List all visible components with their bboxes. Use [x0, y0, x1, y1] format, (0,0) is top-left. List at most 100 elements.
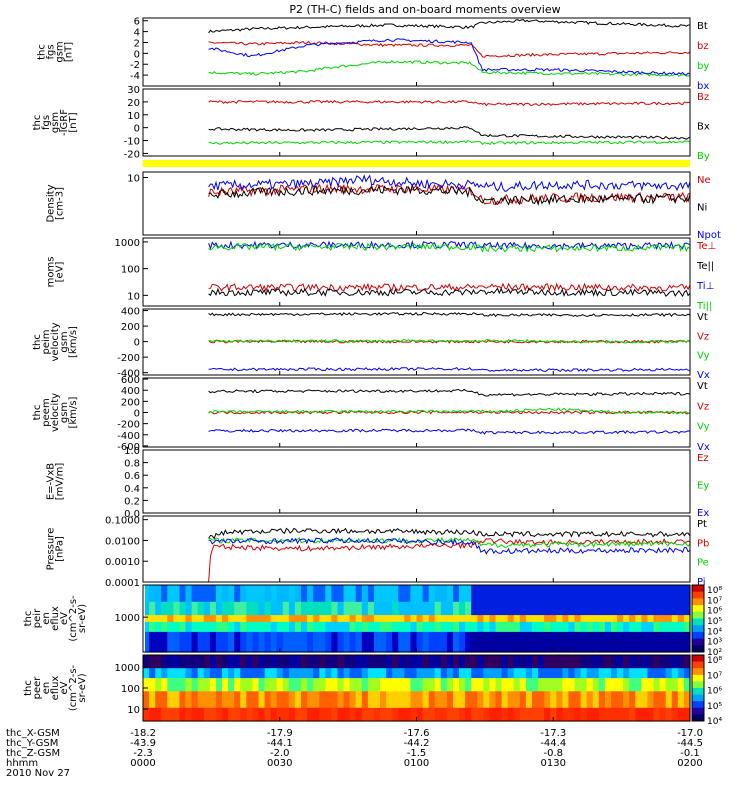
heatmap-cell — [167, 621, 174, 633]
series-line-ni — [208, 183, 691, 207]
y-axis-label-line: thc — [32, 115, 43, 131]
heatmap-cell — [258, 621, 266, 633]
legend-label: Vx — [697, 442, 710, 453]
colorbar-segment — [692, 674, 704, 682]
heatmap-cell — [215, 668, 223, 679]
heatmap-cell — [665, 668, 673, 679]
heatmap-cell — [604, 678, 612, 692]
heatmap-cell — [501, 668, 509, 679]
heatmap-cell — [215, 655, 223, 669]
heatmap-cell — [367, 615, 375, 623]
heatmap-cell — [617, 585, 624, 603]
heatmap-cell — [197, 585, 205, 603]
heatmap-cell — [209, 678, 217, 692]
heatmap-cell — [161, 691, 168, 709]
heatmap-cell — [532, 668, 539, 679]
heatmap-cell — [228, 655, 235, 669]
series-line-vx — [208, 428, 691, 435]
y-tick-label: 0 — [134, 49, 140, 60]
heatmap-cell — [374, 601, 381, 616]
heatmap-cell — [453, 615, 460, 623]
heatmap-cell — [592, 615, 600, 623]
heatmap-cell — [240, 678, 247, 692]
heatmap-cell — [325, 601, 332, 616]
heatmap-cell — [471, 615, 478, 623]
footer-value: -43.9 — [130, 738, 156, 749]
heatmap-cell — [598, 621, 606, 633]
legend-label: Te⊥ — [696, 241, 716, 252]
heatmap-cell — [440, 678, 448, 692]
heatmap-cell — [538, 631, 545, 653]
heatmap-cell — [398, 707, 405, 722]
series-line-vt — [208, 311, 691, 318]
heatmap-cell — [258, 707, 266, 722]
series-line-vy — [208, 338, 691, 344]
heatmap-cell — [459, 678, 466, 692]
heatmap-cell — [228, 621, 235, 633]
heatmap-cell — [617, 615, 624, 623]
heatmap-cell — [611, 585, 618, 603]
heatmap-cell — [185, 621, 193, 633]
heatmap-cell — [276, 615, 284, 623]
heatmap-cell — [282, 655, 290, 669]
heatmap-cell — [580, 691, 588, 709]
heatmap-cell — [544, 585, 551, 603]
heatmap-cell — [477, 615, 484, 623]
heatmap-cell — [665, 655, 673, 669]
heatmap-cell — [507, 621, 515, 633]
heatmap-cell — [519, 668, 527, 679]
heatmap-cell — [459, 691, 466, 709]
heatmap-cell — [203, 691, 211, 709]
y-axis-label: moms[eV] — [46, 257, 66, 288]
heatmap-cell — [677, 585, 685, 603]
heatmap-cell — [410, 631, 418, 653]
colorbar-tick-label: 10⁸ — [707, 586, 722, 596]
heatmap-cell — [416, 691, 424, 709]
heatmap-cell — [167, 601, 174, 616]
heatmap-cell — [240, 631, 247, 653]
heatmap-cell — [258, 668, 266, 679]
heatmap-cell — [501, 678, 509, 692]
heatmap-cell — [288, 615, 296, 623]
y-axis-label-line: gsm — [59, 331, 70, 352]
heatmap-cell — [374, 655, 381, 669]
heatmap-cell — [301, 678, 308, 692]
heatmap-cell — [209, 631, 217, 653]
heatmap-cell — [665, 707, 673, 722]
heatmap-cell — [677, 615, 685, 623]
heatmap-cell — [507, 707, 515, 722]
heatmap-cell — [264, 615, 272, 623]
heatmap-cell — [422, 668, 430, 679]
footer-row-label: thc_Z-GSM — [6, 748, 60, 759]
heatmap-cell — [617, 678, 624, 692]
heatmap-cell — [556, 707, 563, 722]
heatmap-cell — [556, 585, 563, 603]
heatmap-cell — [434, 691, 442, 709]
heatmap-cell — [301, 655, 308, 669]
y-tick-label: 1.0 — [124, 446, 140, 457]
heatmap-cell — [519, 707, 527, 722]
heatmap-cell — [574, 668, 582, 679]
heatmap-cell — [604, 691, 612, 709]
heatmap-cell — [343, 601, 351, 616]
footer-value: -44.2 — [404, 738, 430, 749]
heatmap-cell — [367, 621, 375, 633]
heatmap-cell — [209, 615, 217, 623]
heatmap-cell — [264, 668, 272, 679]
heatmap-cell — [343, 585, 351, 603]
colorbar-frame — [691, 654, 705, 722]
heatmap-cell — [665, 621, 673, 633]
heatmap-cell — [623, 668, 630, 679]
heatmap-cell — [586, 655, 594, 669]
heatmap-cell — [483, 615, 491, 623]
heatmap-cell — [264, 691, 272, 709]
heatmap-cell — [185, 585, 193, 603]
heatmap-cell — [410, 615, 418, 623]
heatmap-cell — [483, 655, 491, 669]
heatmap-cell — [215, 678, 223, 692]
heatmap-cell — [294, 668, 302, 679]
heatmap-cell — [386, 707, 393, 722]
heatmap-cell — [647, 707, 655, 722]
heatmap-cell — [276, 691, 284, 709]
heatmap-cell — [398, 678, 405, 692]
